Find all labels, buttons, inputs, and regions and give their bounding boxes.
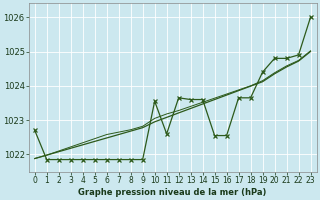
X-axis label: Graphe pression niveau de la mer (hPa): Graphe pression niveau de la mer (hPa) (78, 188, 267, 197)
